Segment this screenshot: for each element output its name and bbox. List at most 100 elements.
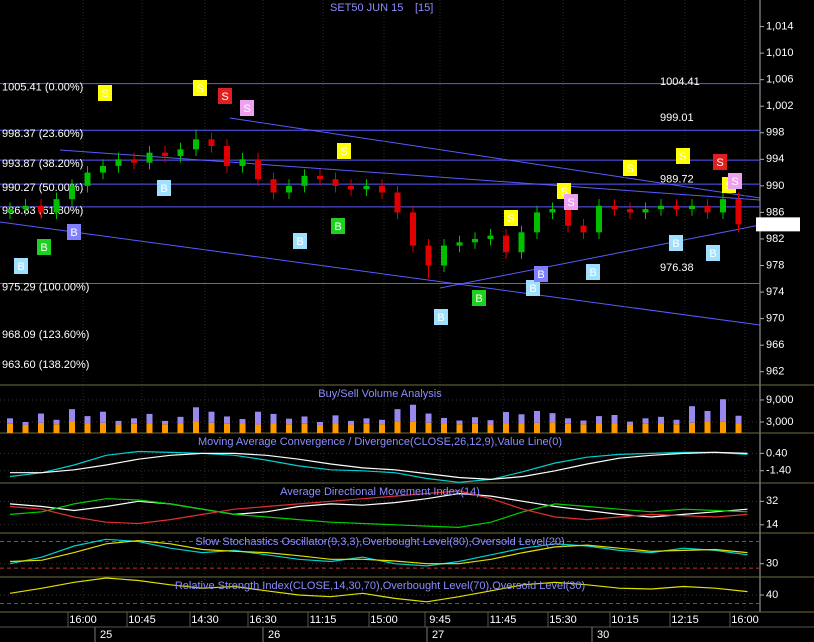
- candle-body: [410, 212, 416, 246]
- volume-bar: [131, 418, 137, 424]
- volume-bar: [131, 423, 137, 433]
- volume-bar: [69, 409, 75, 422]
- signal-box: [586, 264, 600, 280]
- candle-body: [69, 185, 75, 200]
- y-tick-label: 990: [766, 180, 784, 192]
- signal-label: S: [101, 88, 108, 100]
- volume-bar: [596, 423, 602, 433]
- volume-bar: [565, 418, 571, 424]
- volume-bar: [611, 423, 618, 433]
- volume-bar: [286, 424, 292, 433]
- y-tick-label: 3,000: [766, 416, 794, 428]
- signal-box: [526, 280, 540, 296]
- signal-box: [669, 235, 683, 251]
- y-tick-label: 978: [766, 259, 784, 271]
- volume-bar: [627, 424, 633, 433]
- volume-bar: [255, 424, 261, 433]
- volume-bar: [596, 416, 602, 424]
- volume-bar: [177, 416, 184, 424]
- signal-box: [14, 258, 28, 274]
- volume-bar: [363, 418, 370, 424]
- candle-body: [84, 172, 91, 186]
- x-tick-label: 15:30: [549, 614, 577, 626]
- volume-bar: [580, 420, 587, 425]
- signal-box: [157, 180, 171, 196]
- signal-box: [331, 218, 345, 234]
- y-tick-label: 14: [766, 519, 778, 531]
- fib-label: 993.87 (38.20%): [2, 158, 83, 170]
- candle-body: [100, 165, 106, 173]
- fib-label: 998.37 (23.60%): [2, 128, 83, 140]
- volume-bar: [100, 422, 106, 433]
- signal-label: S: [679, 151, 686, 163]
- candle-body: [441, 245, 447, 266]
- fib-label: 963.60 (138.20%): [2, 359, 89, 371]
- candle-body: [22, 205, 29, 210]
- signal-box: [434, 309, 448, 325]
- indicator-line: [9, 492, 748, 518]
- y-tick-label: 1,006: [766, 74, 794, 86]
- candle-body: [177, 149, 184, 156]
- date-label: 27: [432, 629, 444, 641]
- trend-line: [439, 224, 761, 289]
- y-tick-label: 966: [766, 339, 784, 351]
- y-tick-label: 32: [766, 495, 778, 507]
- volume-bar: [317, 424, 323, 433]
- volume-bar: [84, 423, 91, 433]
- indicator-line: [10, 451, 748, 481]
- candle-body: [301, 175, 308, 186]
- volume-bar: [7, 418, 13, 424]
- candle-body: [162, 152, 168, 156]
- x-tick-label: 14:30: [191, 614, 219, 626]
- x-tick-label: 16:00: [731, 614, 759, 626]
- y-tick-label: 0.40: [766, 447, 787, 459]
- panel-title: Average Directional Movement Index(14): [280, 486, 480, 498]
- volume-bar: [549, 422, 556, 433]
- signal-label: B: [529, 283, 536, 295]
- volume-bar: [379, 424, 385, 433]
- volume-bar: [115, 420, 122, 425]
- volume-bar: [22, 421, 29, 425]
- volume-bar: [224, 416, 230, 424]
- candle-body: [580, 225, 587, 233]
- trend-line: [229, 117, 761, 199]
- volume-bar: [53, 419, 60, 425]
- fib-label: 990.27 (50.00%): [2, 182, 83, 194]
- y-tick-label: 974: [766, 286, 784, 298]
- candle-body: [627, 209, 633, 213]
- signal-label: S: [196, 83, 203, 95]
- signal-box: [218, 88, 232, 104]
- signal-box: [713, 154, 727, 170]
- candle-body: [270, 179, 277, 193]
- volume-bar: [456, 420, 463, 425]
- volume-bar: [348, 424, 354, 433]
- volume-bar: [239, 423, 246, 433]
- x-tick-label: 9:45: [429, 614, 450, 626]
- panel-title: Relative Strength Index(CLOSE,14,30,70),…: [175, 580, 585, 592]
- y-tick-label: 962: [766, 366, 784, 378]
- y-tick-label: 994: [766, 153, 784, 165]
- candle-body: [518, 232, 525, 253]
- candle-body: [472, 238, 478, 243]
- y-tick-label: 998: [766, 127, 784, 139]
- volume-bar: [239, 419, 246, 424]
- volume-bar: [642, 423, 649, 433]
- trend-line: [0, 221, 761, 326]
- volume-bar: [720, 421, 726, 433]
- signal-box: [472, 290, 486, 306]
- volume-bar: [22, 424, 29, 433]
- volume-bar: [658, 423, 664, 433]
- x-tick-label: 16:30: [249, 614, 277, 626]
- signal-box: [67, 224, 81, 240]
- signal-label: B: [160, 183, 167, 195]
- date-label: 30: [597, 629, 609, 641]
- panel-title: Buy/Sell Volume Analysis: [318, 388, 442, 400]
- volume-bar: [115, 424, 122, 433]
- volume-bar: [580, 424, 587, 433]
- volume-bar: [379, 419, 385, 425]
- candle-body: [53, 199, 60, 213]
- signal-label: B: [296, 236, 303, 248]
- signal-label: S: [243, 103, 250, 115]
- price-label: 989.72: [660, 174, 694, 186]
